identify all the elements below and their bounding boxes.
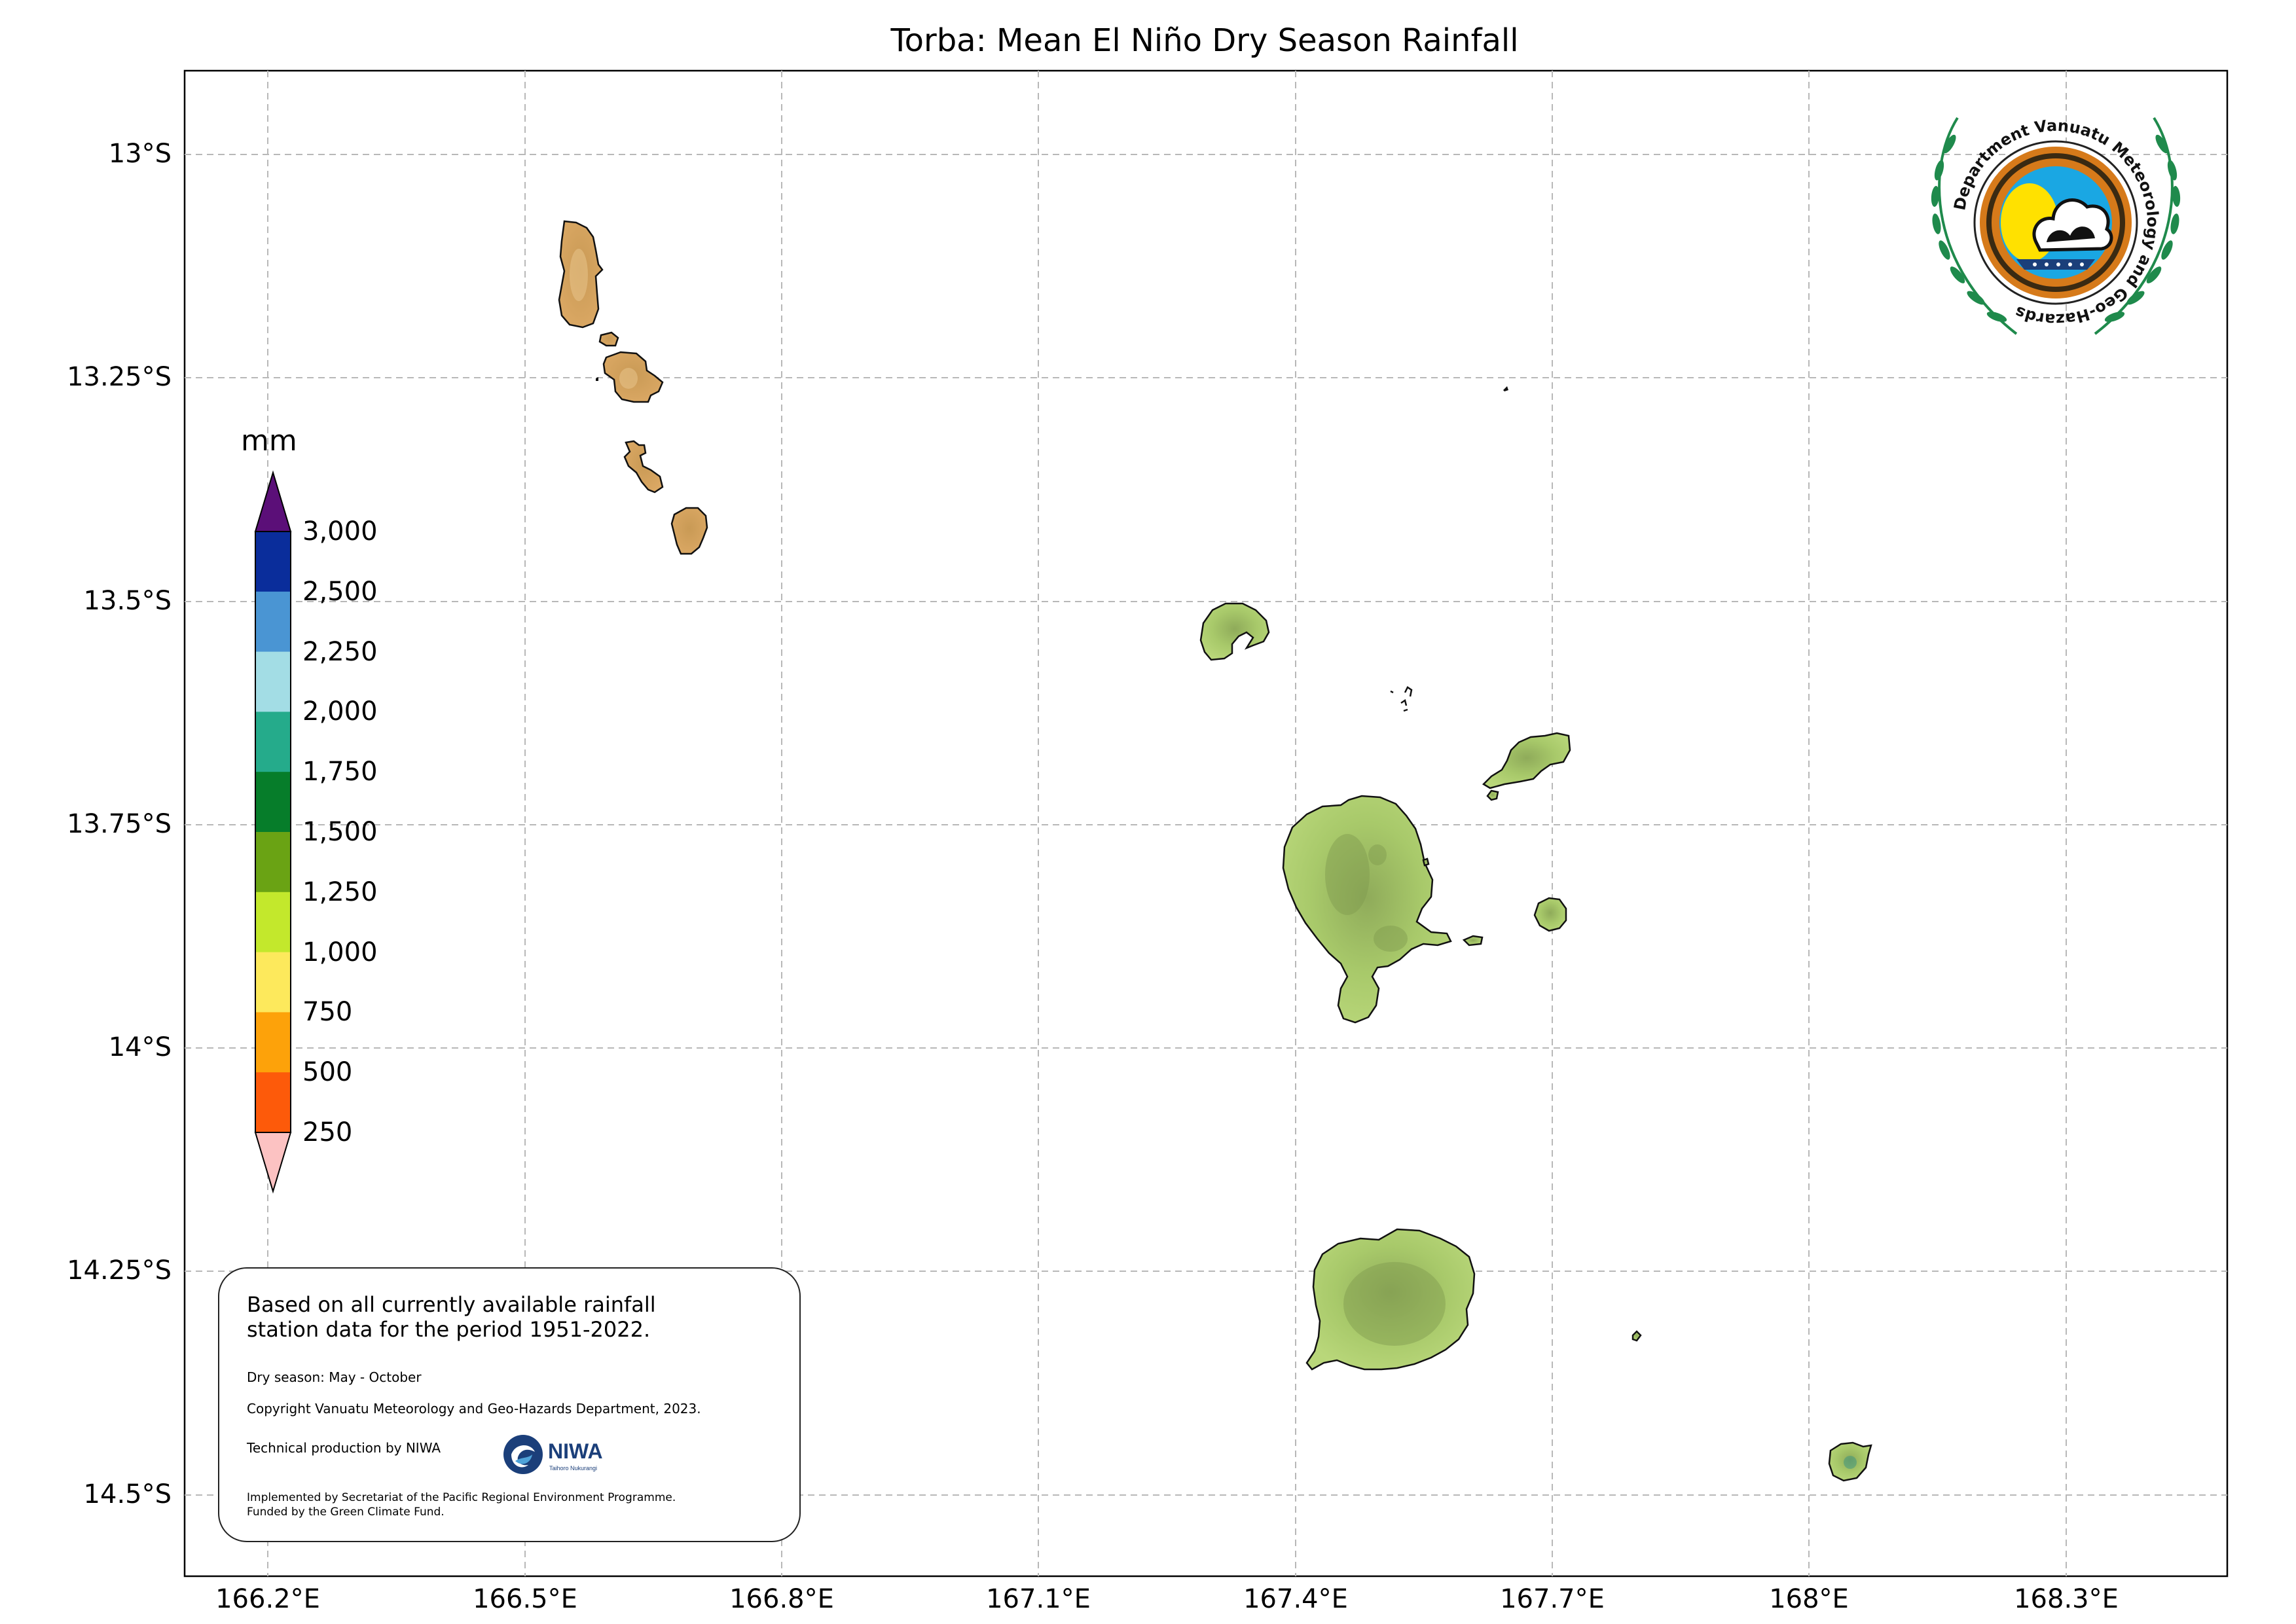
x-tick-label: 167.4°E xyxy=(1243,1584,1348,1614)
info-implemented: Implemented by Secretariat of the Pacifi… xyxy=(247,1491,676,1504)
relief-shading xyxy=(1325,834,1857,1469)
island-ra xyxy=(1486,789,1499,801)
colorbar-extend-max xyxy=(254,470,292,532)
info-season: Dry season: May - October xyxy=(247,1369,422,1385)
info-text-line2: station data for the period 1951-2022. xyxy=(247,1317,651,1342)
info-technical: Technical production by NIWA xyxy=(247,1440,441,1456)
info-funded: Funded by the Green Climate Fund. xyxy=(247,1506,445,1519)
y-tick-label: 13.5°S xyxy=(83,586,172,616)
y-tick-label: 13.25°S xyxy=(67,362,172,392)
laurel-icon xyxy=(1938,117,2174,335)
colorbar-tick-label: 3,000 xyxy=(302,516,378,547)
map-title: Torba: Mean El Niño Dry Season Rainfall xyxy=(890,22,1519,59)
colorbar-tick-label: 2,250 xyxy=(302,636,378,667)
islet-ne xyxy=(1503,386,1508,391)
x-tick-label: 166.8°E xyxy=(729,1584,834,1614)
colorbar-tick-label: 1,750 xyxy=(302,757,378,787)
colorbar-unit: mm xyxy=(241,424,297,458)
colorbar-segment xyxy=(255,1012,291,1073)
colorbar-segment xyxy=(255,832,291,893)
island-loh xyxy=(670,507,708,555)
niwa-logo: NIWA Taihoro Nukurangi xyxy=(502,1432,620,1481)
island-vanua-lava xyxy=(1282,795,1452,1024)
colorbar-segment xyxy=(255,1072,291,1133)
colorbar-tick-label: 500 xyxy=(302,1057,353,1088)
relief-shading-north xyxy=(570,249,638,389)
island-mere-lava xyxy=(1828,1441,1872,1482)
info-text-line1: Based on all currently available rainfal… xyxy=(247,1292,656,1317)
colorbar-segment xyxy=(255,591,291,653)
colorbar-tick-label: 2,000 xyxy=(302,696,378,727)
colorbar-segment xyxy=(255,712,291,772)
niwa-logo-icon: NIWA Taihoro Nukurangi xyxy=(503,1435,603,1474)
island-metoma xyxy=(598,331,619,347)
colorbar-segment xyxy=(255,532,291,592)
y-tick-label: 13.75°S xyxy=(67,809,172,839)
colorbar-tick-label: 750 xyxy=(302,997,353,1028)
info-box: Based on all currently available rainfal… xyxy=(218,1267,801,1542)
colorbar-tick-label: 1,250 xyxy=(302,876,378,907)
island-group-south xyxy=(1199,602,1872,1482)
colorbar-segment xyxy=(255,772,291,833)
islet-east-2 xyxy=(1422,857,1430,867)
colorbar-tick-label: 2,500 xyxy=(302,576,378,607)
colorbar-extend-min xyxy=(254,1132,292,1194)
colorbar-tick-label: 1,500 xyxy=(302,817,378,847)
department-logo: Department Vanuatu Meteorology and Geo-H… xyxy=(1918,98,2193,347)
island-gaua xyxy=(1305,1228,1476,1371)
islets-torba-north xyxy=(1390,686,1413,712)
colorbar-outline xyxy=(255,531,291,1133)
niwa-logo-subtext: Taihoro Nukurangi xyxy=(549,1465,597,1471)
island-mota-lava xyxy=(1482,732,1571,789)
island-merig xyxy=(1631,1330,1642,1342)
colorbar-segment xyxy=(255,892,291,953)
x-tick-label: 168°E xyxy=(1769,1584,1849,1614)
colorbar xyxy=(254,470,292,1194)
x-tick-label: 166.2°E xyxy=(215,1584,320,1614)
x-tick-label: 168.3°E xyxy=(2014,1584,2119,1614)
island-ureparapara xyxy=(1199,602,1270,661)
niwa-logo-text: NIWA xyxy=(548,1439,603,1463)
x-tick-label: 167.1°E xyxy=(986,1584,1091,1614)
colorbar-tick-label: 1,000 xyxy=(302,937,378,967)
plot-frame xyxy=(183,69,2229,1578)
y-tick-label: 14°S xyxy=(108,1032,172,1062)
y-tick-label: 14.25°S xyxy=(67,1255,172,1286)
colorbar-segment xyxy=(255,651,291,712)
x-tick-label: 166.5°E xyxy=(473,1584,577,1614)
colorbar-tick-label: 250 xyxy=(302,1117,353,1147)
department-logo-icon: Department Vanuatu Meteorology and Geo-H… xyxy=(1931,117,2181,335)
laurel-leaves-icon xyxy=(1931,134,2181,322)
y-tick-label: 14.5°S xyxy=(83,1479,172,1509)
island-mota xyxy=(1533,897,1567,932)
y-tick-label: 13°S xyxy=(108,139,172,169)
island-linua xyxy=(623,440,664,494)
colorbar-segment xyxy=(255,952,291,1013)
islet-west xyxy=(596,377,598,381)
islet-east-1 xyxy=(1462,935,1484,947)
x-tick-label: 167.7°E xyxy=(1500,1584,1605,1614)
info-copyright: Copyright Vanuatu Meteorology and Geo-Ha… xyxy=(247,1401,701,1416)
